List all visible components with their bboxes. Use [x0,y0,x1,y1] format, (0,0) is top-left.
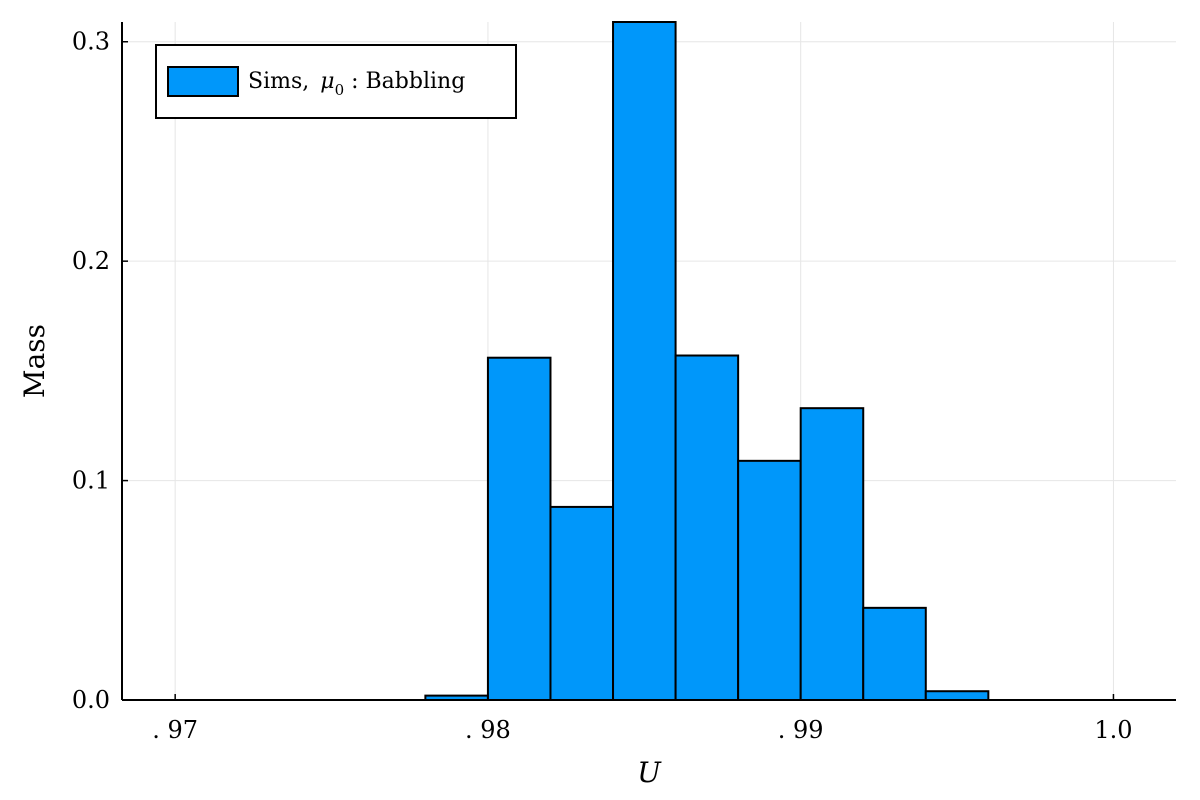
histogram-bar [924,690,990,702]
y-tick-label: 0.2 [72,247,110,275]
y-tick-label: 0.1 [72,467,110,495]
histogram-bar [674,354,740,701]
legend-box [155,44,517,119]
axes [121,22,1176,701]
histogram-bars [424,21,990,702]
histogram-bar [799,407,865,701]
y-axis-title: Mass [18,324,51,398]
histogram-bar [737,459,802,702]
legend-label: Sims, μ0 : Babbling [248,69,465,99]
y-tick-label: 0.0 [72,686,110,714]
histogram-bar [486,356,552,701]
histogram-bar [612,21,677,701]
x-tick-label: . 97 [152,716,198,744]
histogram-bar [549,505,615,701]
x-tick-label: 1.0 [1094,716,1132,744]
y-tick-label: 0.3 [72,28,110,56]
x-tick-label: . 98 [465,716,511,744]
tick-labels: . 97 . 98 . 99 1.0 0.0 0.1 0.2 0.3 [72,28,1133,744]
x-axis-title: U [637,756,662,789]
legend: Sims, μ0 : Babbling [155,44,517,119]
histogram-bar [862,606,927,702]
x-tick-label: . 99 [778,716,824,744]
legend-swatch [167,66,239,97]
